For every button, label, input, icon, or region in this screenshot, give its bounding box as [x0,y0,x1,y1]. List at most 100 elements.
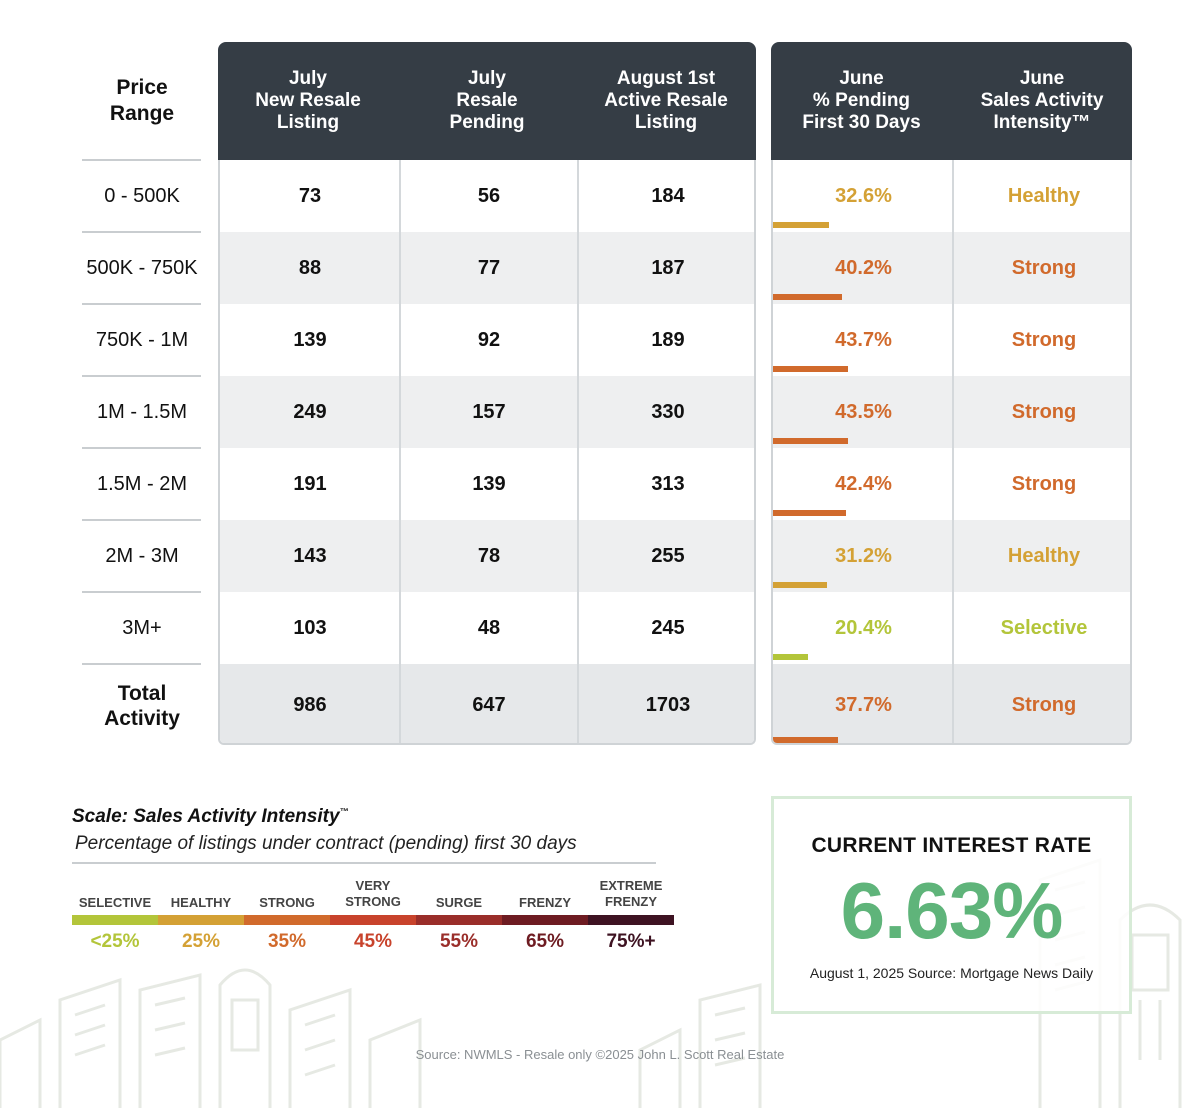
pending-cell: 77 [477,256,501,279]
total-pct-pending-cell: 37.7% [835,694,892,716]
column-divider [399,160,401,743]
footer-source: Source: NWMLS - Resale only ©2025 John L… [415,1047,785,1062]
pct-pending-bar [773,222,829,228]
scale-level-value: 25% [181,931,221,952]
total-new-listing-cell: 986 [293,694,327,716]
new-listing-cell: 88 [298,256,322,279]
price-row-divider [82,663,201,665]
scale-level-value: 45% [353,931,393,952]
scale-color-segment [244,915,330,925]
column-divider [577,160,579,743]
scale-color-segment [158,915,244,925]
pct-pending-bar [773,294,842,300]
active-cell: 245 [651,616,685,639]
interest-rate-source: August 1, 2025 Source: Mortgage News Dai… [809,965,1094,981]
row-background [220,160,754,232]
pct-pending-bar [773,737,838,743]
total-activity-label: Total Activity [104,681,180,730]
active-cell: 189 [651,328,685,351]
new-listing-cell: 73 [298,184,322,207]
new-listing-cell: 139 [293,328,327,351]
pct-pending-bar [773,438,848,444]
new-listing-cell: 249 [293,400,327,423]
row-background [220,448,754,520]
intensity-cell: Strong [1011,256,1077,279]
interest-rate-value: 6.63% [840,866,1064,955]
row-background [773,520,1130,592]
total-intensity-cell: Strong [1011,694,1077,716]
scale-level-value: 65% [525,931,565,952]
scale-divider [72,862,656,864]
active-cell: 255 [651,544,685,567]
price-row-divider [82,375,201,377]
scale-level-label: VERY STRONG [345,878,401,909]
row-background [773,232,1130,304]
intensity-data-panel: 32.6% Healthy 40.2% Strong 43.7% Strong 43.5% S… [771,160,1132,745]
total-background [773,664,1130,743]
price-row-divider [82,447,201,449]
price-row-divider [82,591,201,593]
price-range-label: 500K - 750K [86,256,198,279]
scale-level-label: SURGE [435,895,483,910]
pct-pending-cell: 31.2% [835,544,892,567]
scale-subtitle: Percentage of listings under contract (p… [75,833,577,854]
scale-level-label: STRONG [259,895,315,910]
table-header-left: July New Resale Listing July Resale Pend… [218,42,756,160]
total-pending-cell: 647 [472,694,506,716]
price-range-label: 1M - 1.5M [96,400,188,423]
price-range-label: 750K - 1M [95,328,189,351]
scale-color-segment [588,915,674,925]
pct-pending-bar [773,510,846,516]
price-row-divider [82,519,201,521]
column-header-pending: July Resale Pending [449,68,525,133]
pending-cell: 78 [477,544,501,567]
row-background [773,160,1130,232]
price-row-divider [82,303,201,305]
scale-level-label: EXTREME FRENZY [599,878,663,909]
active-cell: 313 [651,472,685,495]
total-active-cell: 1703 [645,694,691,716]
row-background [773,304,1130,376]
scale-title: Scale: Sales Activity Intensity™ [72,806,349,827]
scale-level-label: HEALTHY [170,895,232,910]
pending-cell: 139 [472,472,506,495]
active-cell: 184 [651,184,685,207]
pct-pending-cell: 20.4% [835,616,892,639]
column-divider [952,160,954,743]
active-cell: 187 [651,256,685,279]
column-header-intensity: June Sales Activity Intensity™ [980,68,1104,133]
price-range-label: 1.5M - 2M [96,472,188,495]
pct-pending-cell: 42.4% [835,472,892,495]
price-row-divider [82,231,201,233]
scale-color-segment [416,915,502,925]
new-listing-cell: 103 [293,616,327,639]
scale-level-value: 55% [439,931,479,952]
scale-level-value: <25% [90,931,140,952]
row-background [773,376,1130,448]
intensity-cell: Healthy [1007,544,1081,567]
pct-pending-cell: 43.7% [835,328,892,351]
pct-pending-cell: 43.5% [835,400,892,423]
row-background [220,592,754,664]
scale-color-segment [72,915,158,925]
column-header-new-listing: July New Resale Listing [255,68,361,133]
price-range-label: 0 - 500K [104,184,180,207]
pct-pending-bar [773,582,827,588]
interest-rate-card: CURRENT INTEREST RATE 6.63% August 1, 20… [771,796,1132,1014]
total-background [220,664,754,743]
row-background [773,448,1130,520]
scale-level-value: 35% [267,931,307,952]
row-background [220,376,754,448]
intensity-cell: Healthy [1007,184,1081,207]
scale-color-segment [330,915,416,925]
pending-cell: 56 [477,184,501,207]
column-header-active: August 1st Active Resale Listing [604,68,728,133]
intensity-cell: Strong [1011,400,1077,423]
scale-level-label: FRENZY [519,895,571,910]
column-header-pct-pending: June % Pending First 30 Days [802,68,921,133]
pct-pending-bar [773,366,848,372]
row-background [220,304,754,376]
pending-cell: 157 [472,400,506,423]
row-background [773,592,1130,664]
price-range-label: 2M - 3M [105,544,179,567]
